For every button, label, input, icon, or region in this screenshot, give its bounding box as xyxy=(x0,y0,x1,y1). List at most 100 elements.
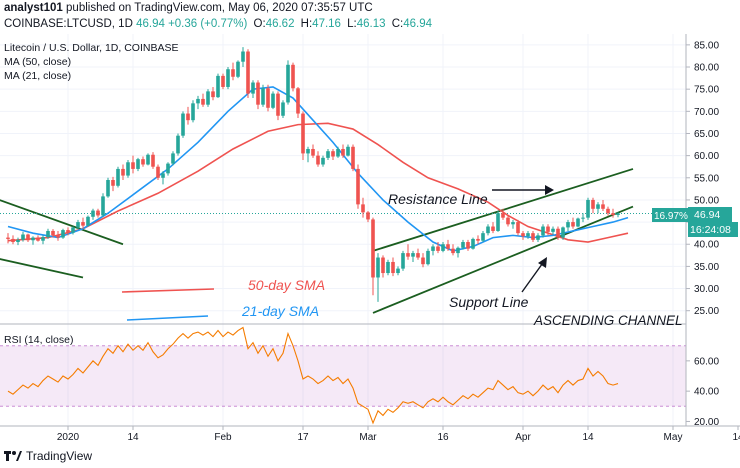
candle xyxy=(346,144,350,157)
price-tick-label: 25.00 xyxy=(694,306,719,317)
channel-label: ASCENDING CHANNEL xyxy=(533,313,683,328)
timer-tag-text: 16:24:08 xyxy=(690,224,731,236)
candle-body xyxy=(91,210,95,217)
candle-body xyxy=(541,226,545,236)
candle xyxy=(581,213,585,223)
candle xyxy=(601,199,605,212)
rsi-line xyxy=(7,326,619,425)
candle xyxy=(196,95,200,110)
candle xyxy=(556,226,560,240)
candle xyxy=(226,67,230,90)
candle xyxy=(46,228,50,239)
candle xyxy=(96,208,100,218)
candle-body xyxy=(26,234,30,241)
candle-body xyxy=(181,113,185,136)
rsi-tick-label: 20.00 xyxy=(694,417,719,428)
candle xyxy=(211,86,215,101)
candle-body xyxy=(206,91,210,105)
candle xyxy=(421,253,425,268)
author-name[interactable]: analyst101 xyxy=(4,2,63,14)
open-value: 46.62 xyxy=(265,18,295,30)
candle-body xyxy=(396,268,400,274)
candle xyxy=(371,217,375,296)
candle xyxy=(436,242,440,254)
tradingview-brand[interactable]: TradingView xyxy=(26,449,93,463)
candle-body xyxy=(16,239,20,243)
candle xyxy=(276,91,280,121)
candle xyxy=(126,160,130,178)
low-value: 46.13 xyxy=(356,18,386,30)
candle xyxy=(101,193,105,217)
candle xyxy=(236,60,240,79)
candle xyxy=(616,212,620,218)
candle xyxy=(116,166,120,188)
candle-body xyxy=(256,82,260,105)
tradingview-logo-icon[interactable] xyxy=(4,449,22,463)
candle-body xyxy=(491,226,495,231)
candle xyxy=(366,211,370,223)
candle-body xyxy=(476,238,480,241)
ma21-legend: MA (21, close) xyxy=(4,70,71,82)
candle xyxy=(21,231,25,242)
candle-body xyxy=(196,98,200,104)
candle-body xyxy=(221,75,225,87)
candle xyxy=(241,47,245,68)
candle xyxy=(306,146,310,163)
candle-body xyxy=(311,148,315,156)
price-chart[interactable]: 25.0030.0035.0040.0045.0050.0055.0060.00… xyxy=(0,34,740,444)
candle-body xyxy=(136,159,140,169)
symbol-label: COINBASE:LTCUSD, 1D xyxy=(4,18,133,30)
candle-body xyxy=(496,213,500,231)
candle-body xyxy=(191,103,195,121)
time-tick-label: 16 xyxy=(437,432,449,443)
candle-body xyxy=(351,146,355,169)
time-tick-label: 2020 xyxy=(57,432,80,443)
candle xyxy=(186,106,190,125)
candle-body xyxy=(356,168,360,205)
high-key: H: xyxy=(300,18,313,30)
candle xyxy=(396,266,400,276)
candle xyxy=(536,233,540,243)
candle xyxy=(26,233,30,243)
candle-body xyxy=(401,253,405,269)
candle-body xyxy=(11,238,15,243)
candle-body xyxy=(511,222,515,225)
resistance-label: Resistance Line xyxy=(388,191,488,207)
candle-body xyxy=(241,51,245,62)
candle xyxy=(381,255,385,278)
candle-body xyxy=(101,196,105,216)
candle xyxy=(496,211,500,232)
sma21-sample-line xyxy=(126,315,209,321)
candle-body xyxy=(326,151,330,158)
candle xyxy=(311,144,315,158)
candle xyxy=(11,235,15,245)
candle-body xyxy=(211,91,215,98)
candle-body xyxy=(411,253,415,257)
candle xyxy=(611,208,615,218)
candle xyxy=(416,248,420,260)
candle xyxy=(231,62,235,81)
candle xyxy=(216,73,220,99)
price-tick-label: 55.00 xyxy=(694,173,719,184)
support-arrowhead xyxy=(538,257,547,268)
rsi-tick-label: 40.00 xyxy=(694,387,719,398)
candle-body xyxy=(81,222,85,226)
candle xyxy=(391,257,395,277)
candle-body xyxy=(521,233,525,237)
candle xyxy=(31,236,35,245)
candle xyxy=(361,197,365,218)
candle-body xyxy=(156,166,160,178)
candle-body xyxy=(21,234,25,240)
candle xyxy=(406,244,410,260)
candle-body xyxy=(151,154,155,167)
candle-body xyxy=(106,180,110,197)
last-price-tag xyxy=(688,207,732,222)
candle-body xyxy=(186,113,190,121)
sma50-label: 50-day SMA xyxy=(248,277,325,293)
candle xyxy=(376,253,380,302)
candle xyxy=(121,164,125,180)
chart-title: Litecoin / U.S. Dollar, 1D, COINBASE xyxy=(4,42,178,54)
candle xyxy=(301,111,305,161)
candle xyxy=(261,84,265,107)
time-tick-label: May xyxy=(664,432,683,443)
